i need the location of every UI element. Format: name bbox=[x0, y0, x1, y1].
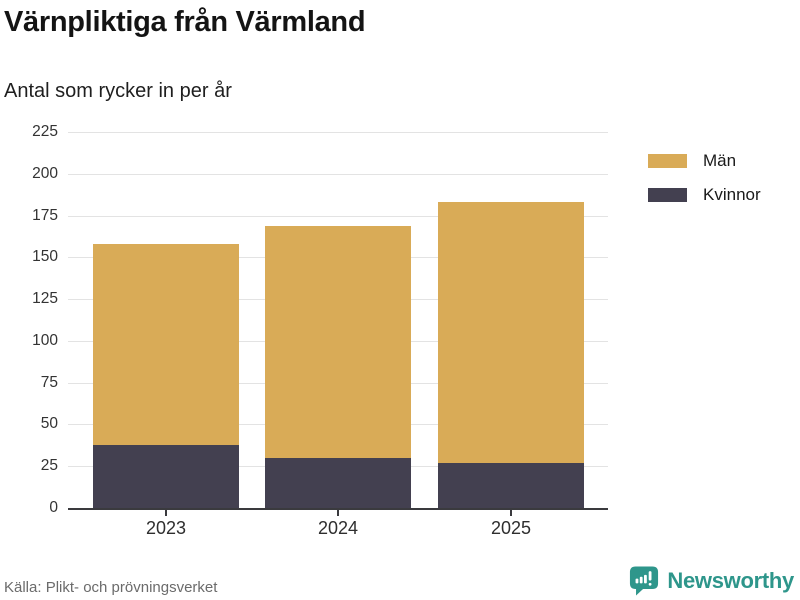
y-axis-tick-label: 75 bbox=[40, 373, 58, 391]
newsworthy-logo[interactable]: Newsworthy bbox=[629, 564, 794, 597]
x-axis-tick-label: 2024 bbox=[317, 518, 359, 538]
chart-subtitle: Antal som rycker in per år bbox=[4, 80, 232, 102]
legend: Män Kvinnor bbox=[648, 151, 761, 219]
x-axis-tick bbox=[337, 509, 339, 516]
y-axis-tick-label: 175 bbox=[32, 206, 58, 224]
bar-2023-kvinnor bbox=[93, 444, 239, 508]
legend-item-man: Män bbox=[648, 151, 761, 171]
y-axis-tick-label: 100 bbox=[32, 331, 58, 349]
source-note: Källa: Plikt- och prövningsverket bbox=[4, 579, 218, 596]
y-axis-tick-label: 0 bbox=[49, 499, 58, 516]
gridline-y175 bbox=[68, 215, 608, 217]
chart-title: Värnpliktiga från Värmland bbox=[4, 6, 366, 38]
legend-label-kvinnor: Kvinnor bbox=[703, 185, 761, 204]
x-axis-tick bbox=[510, 509, 512, 516]
y-axis-tick-label: 125 bbox=[32, 290, 58, 308]
gridline-y225 bbox=[68, 132, 608, 133]
bar-2025-man bbox=[438, 202, 584, 463]
x-axis-tick-label: 2025 bbox=[490, 518, 532, 538]
legend-item-kvinnor: Kvinnor bbox=[648, 185, 761, 205]
y-axis-tick-label: 200 bbox=[32, 164, 58, 182]
x-axis-tick bbox=[165, 509, 167, 516]
bar-2025-kvinnor bbox=[438, 462, 584, 508]
y-axis-tick-label: 50 bbox=[40, 415, 58, 433]
newsworthy-bubble-chart-icon bbox=[630, 566, 659, 596]
x-axis-tick-label: 2023 bbox=[145, 518, 187, 538]
bar-2024-kvinnor bbox=[265, 457, 411, 508]
y-axis-tick-label: 25 bbox=[40, 457, 58, 475]
bar-2024-man bbox=[265, 225, 411, 458]
plot-area bbox=[68, 132, 608, 510]
y-axis-tick-label: 225 bbox=[32, 123, 58, 140]
y-axis-tick-label: 150 bbox=[32, 248, 58, 266]
legend-label-man: Män bbox=[703, 151, 737, 170]
newsworthy-wordmark: Newsworthy bbox=[667, 567, 794, 593]
legend-swatch-kvinnor bbox=[648, 188, 687, 202]
legend-swatch-man bbox=[648, 154, 687, 168]
gridline-y200 bbox=[68, 173, 608, 175]
bar-2023-man bbox=[93, 243, 239, 445]
